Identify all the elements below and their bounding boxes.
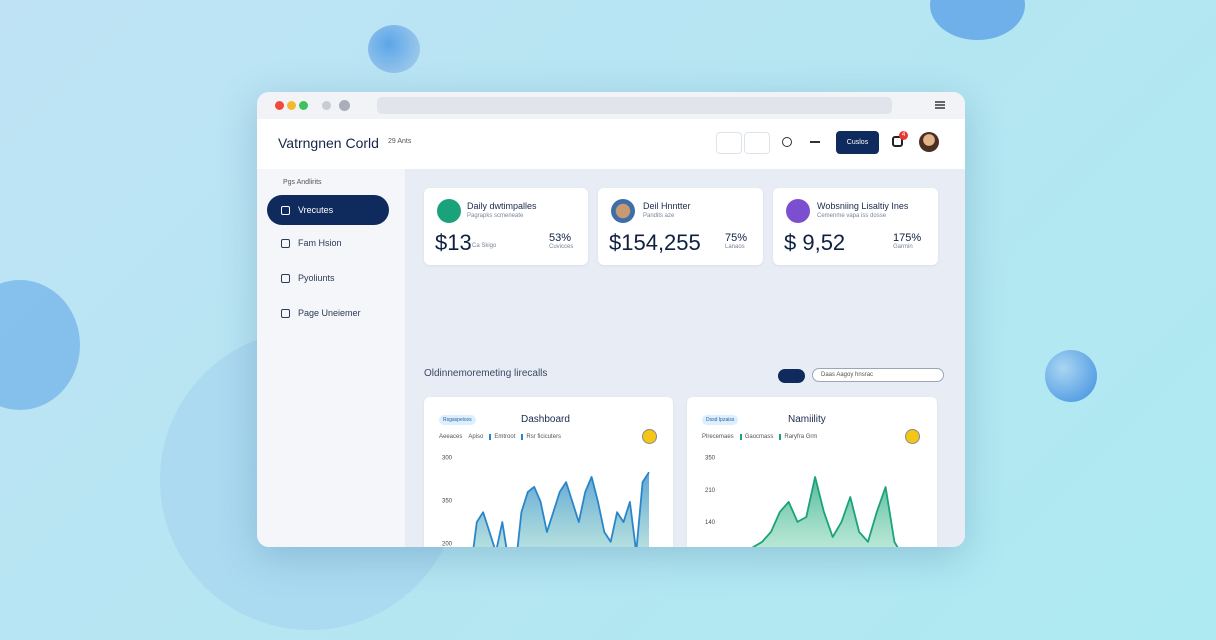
app-title: Vatrngnen Corld: [278, 135, 379, 151]
line: [751, 476, 899, 547]
stat-card: Daily dwtimpalles Pagrapks scmeneate $13…: [424, 188, 588, 265]
card-percent: 75%: [725, 232, 748, 244]
card-subtitle: Cemenme vapa iss dosse: [817, 213, 887, 219]
stat-card: Deil Hnntter Pandits aze $154,255 75% La…: [598, 188, 763, 265]
chart-title: Dashboard: [521, 414, 570, 425]
notification-icon[interactable]: [892, 136, 903, 147]
section-title: Oldinnemoremeting lirecalls: [424, 368, 548, 379]
window-dot[interactable]: [287, 101, 296, 110]
chart-card: Rsgaspeices Dashboard Aeeaces Apiso Emtr…: [424, 397, 673, 547]
legend-label: Apiso: [468, 434, 484, 440]
card-subtitle: Pandits aze: [643, 213, 675, 219]
y-tick-label: 210: [705, 488, 716, 494]
primary-button[interactable]: Cuslos: [836, 131, 879, 154]
card-icon: [786, 199, 810, 223]
nav-item[interactable]: Vrecutes: [267, 195, 389, 225]
chart-action[interactable]: [905, 429, 920, 444]
menu-icon[interactable]: [935, 101, 945, 103]
toolbar-button[interactable]: [744, 132, 770, 154]
decor-blob: [930, 0, 1025, 40]
chart-legend: Plrecemaes Gaocmass Raryfra Grm: [702, 434, 817, 440]
y-tick-label: 140: [705, 520, 716, 526]
nav-label: Fam Hsion: [298, 238, 342, 248]
card-percent-note: Lanaos: [725, 244, 745, 250]
decor-blob: [0, 280, 80, 410]
nav-dot[interactable]: [322, 101, 331, 110]
nav-item[interactable]: Page Uneiemer: [267, 298, 389, 328]
nav-item[interactable]: Fam Hsion: [267, 228, 389, 258]
y-tick-label: 350: [705, 456, 716, 462]
app-subtitle: 29 Ants: [388, 138, 412, 145]
stat-card: Wobsniing Lisaltiy Ines Cemenme vapa iss…: [773, 188, 938, 265]
area: [473, 472, 649, 547]
sidebar-heading: Pgs Andlirits: [283, 179, 322, 186]
card-percent: 53%: [549, 232, 572, 244]
nav-label: Page Uneiemer: [298, 308, 361, 318]
y-tick-label: 350: [442, 499, 453, 505]
card-icon: [437, 199, 461, 223]
nav-label: Vrecutes: [298, 205, 334, 215]
toolbar-icon[interactable]: [782, 137, 792, 147]
card-note: Ca Skigo: [472, 243, 497, 249]
decor-blob: [1045, 350, 1097, 402]
window-dot[interactable]: [275, 101, 284, 110]
card-percent-note: Garmin: [893, 244, 913, 250]
legend-label: Gaocmass: [739, 434, 773, 440]
card-value: $13: [435, 230, 472, 255]
toolbar-button[interactable]: [716, 132, 742, 154]
legend-label: Plrecemaes: [702, 434, 734, 440]
card-title: Daily dwtimpalles: [467, 201, 537, 211]
search-button[interactable]: [778, 369, 805, 383]
y-tick-label: 300: [442, 456, 453, 462]
notification-badge: 4: [899, 131, 908, 140]
avatar[interactable]: [919, 132, 939, 152]
card-subtitle: Pagrapks scmeneate: [467, 213, 524, 219]
card-title: Deil Hnntter: [643, 201, 691, 211]
search-input[interactable]: Daas Aagoy hnsrac: [812, 368, 944, 382]
decor-blob: [368, 25, 420, 73]
chart-legend: Aeeaces Apiso Emtroot Rsr ficicuters: [439, 434, 561, 440]
chart-action[interactable]: [642, 429, 657, 444]
card-value: $154,255: [609, 230, 701, 255]
line: [472, 471, 650, 547]
chart-title: Namiility: [788, 414, 826, 425]
chart-tag: Rsgaspeices: [439, 415, 476, 425]
legend-label: Emtroot: [489, 434, 515, 440]
legend-label: Aeeaces: [439, 434, 463, 440]
chart-card: Dssd Ipzaiss Namiility Plrecemaes Gaocma…: [687, 397, 937, 547]
toolbar-icon[interactable]: [810, 141, 820, 143]
chart-tag: Dssd Ipzaiss: [702, 415, 739, 425]
content: Daily dwtimpalles Pagrapks scmeneate $13…: [405, 169, 965, 547]
card-icon: [611, 199, 635, 223]
browser-bar: [257, 92, 965, 120]
sidebar: Pgs Andlirits Vrecutes Fam Hsion Pyoliun…: [257, 169, 406, 547]
area: [753, 477, 898, 547]
window-dot[interactable]: [299, 101, 308, 110]
y-tick-label: 200: [442, 542, 453, 547]
nav-dot[interactable]: [339, 100, 350, 111]
nav-item[interactable]: Pyoliunts: [267, 263, 389, 293]
address-bar[interactable]: [377, 97, 892, 114]
card-percent-note: Cuvicces: [549, 244, 574, 250]
card-value: $ 9,52: [784, 230, 846, 255]
legend-label: Raryfra Grm: [779, 434, 817, 440]
header: Vatrngnen Corld 29 Ants Cuslos 4: [257, 119, 965, 170]
legend-label: Rsr ficicuters: [521, 434, 561, 440]
card-percent: 175%: [893, 232, 922, 244]
app-window: Vatrngnen Corld 29 Ants Cuslos 4 Pgs And…: [257, 92, 965, 547]
card-title: Wobsniing Lisaltiy Ines: [817, 201, 909, 211]
nav-label: Pyoliunts: [298, 273, 335, 283]
